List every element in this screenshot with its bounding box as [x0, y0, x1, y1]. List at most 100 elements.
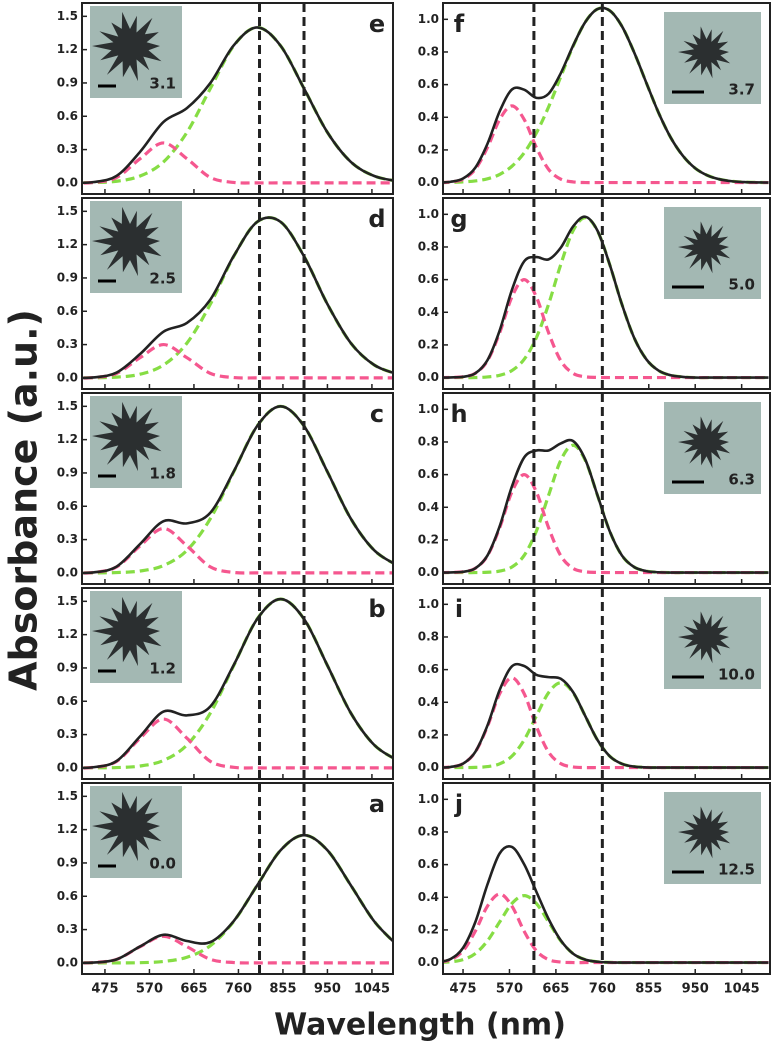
y-tick-label: 1.5	[57, 594, 78, 608]
y-tick-label: 0.2	[418, 337, 439, 351]
y-tick-label: 0.6	[418, 272, 439, 286]
y-tick-label: 0.3	[57, 922, 78, 936]
y-tick-label: 0.6	[57, 304, 78, 318]
y-tick-label: 0.9	[57, 660, 78, 674]
panel-label: j	[454, 790, 463, 818]
panel-label: c	[370, 400, 384, 428]
total-curve	[443, 662, 769, 769]
x-tick-label: 1045	[354, 982, 390, 997]
panel-label: b	[368, 595, 385, 623]
particle	[92, 401, 162, 472]
y-tick-label: 0.4	[418, 305, 439, 319]
particle	[678, 806, 731, 859]
x-tick-label: 855	[635, 982, 662, 997]
inset-label: 0.0	[149, 855, 176, 873]
panel-label: h	[450, 400, 467, 428]
panel: 0.0 0.2 0.4 0.6 0.8 1.0 6.3 h	[418, 392, 771, 585]
panel: 0.0 0.3 0.6 0.9 1.2 1.5 2.5 d	[57, 197, 394, 390]
y-tick-label: 0.3	[57, 142, 78, 156]
total-curve	[82, 597, 393, 770]
panel: 0.0 0.3 0.6 0.9 1.2 1.5 3.1 e	[57, 2, 394, 195]
y-tick-label: 0.8	[418, 434, 439, 448]
x-tick-label: 475	[91, 982, 118, 997]
panel: 0.0 0.2 0.4 0.6 0.8 1.0 475 570 665 760 855 950 1045…	[418, 782, 771, 997]
panel-label: f	[454, 10, 465, 38]
component-curve	[82, 141, 393, 185]
panel: 0.0 0.2 0.4 0.6 0.8 1.0 5.0 g	[418, 197, 771, 390]
y-tick-label: 1.5	[57, 399, 78, 413]
y-tick-label: 0.4	[418, 500, 439, 514]
x-tick-label: 950	[682, 982, 709, 997]
particle	[92, 791, 162, 862]
inset-label: 1.2	[149, 660, 176, 678]
plot-frame	[442, 587, 771, 780]
inset-label: 6.3	[728, 471, 755, 489]
y-tick-label: 0.3	[57, 532, 78, 546]
particle	[92, 596, 162, 667]
total-curve	[443, 845, 769, 964]
y-tick-label: 1.2	[57, 432, 78, 446]
plot-frame	[81, 782, 394, 975]
panel: 0.0 0.2 0.4 0.6 0.8 1.0 3.7 f	[418, 2, 771, 195]
y-tick-label: 0.0	[418, 370, 439, 384]
x-tick-label: 570	[496, 982, 523, 997]
x-tick-label: 760	[589, 982, 616, 997]
panel-label: d	[368, 205, 385, 233]
y-tick-label: 0.2	[418, 727, 439, 741]
y-tick-label: 1.0	[418, 207, 439, 221]
x-tick-label: 665	[542, 982, 569, 997]
y-tick-label: 1.0	[418, 792, 439, 806]
panel-label: i	[455, 595, 463, 623]
x-tick-label: 855	[269, 982, 296, 997]
panel-label: e	[369, 10, 385, 38]
y-tick-label: 0.9	[57, 465, 78, 479]
y-tick-label: 0.0	[57, 955, 78, 969]
total-curve	[82, 216, 393, 380]
y-tick-label: 1.5	[57, 789, 78, 803]
y-tick-label: 0.6	[418, 467, 439, 481]
inset-label: 3.7	[728, 81, 755, 99]
y-tick-label: 1.2	[57, 822, 78, 836]
panel: 0.0 0.3 0.6 0.9 1.2 1.5 1.8 c	[57, 392, 394, 585]
y-tick-label: 0.0	[418, 955, 439, 969]
particle	[678, 221, 731, 274]
y-tick-label: 0.9	[57, 270, 78, 284]
y-tick-label: 1.2	[57, 42, 78, 56]
plot-frame	[81, 392, 394, 585]
plot-frame	[81, 2, 394, 195]
y-tick-label: 0.0	[57, 175, 78, 189]
inset-label: 10.0	[718, 666, 755, 684]
total-curve	[443, 6, 769, 184]
particle	[92, 11, 162, 82]
y-tick-label: 1.0	[418, 402, 439, 416]
panel-label: a	[369, 790, 385, 818]
x-tick-label: 1045	[724, 982, 760, 997]
y-tick-label: 0.2	[418, 142, 439, 156]
total-curve	[82, 405, 393, 575]
y-tick-label: 0.6	[57, 694, 78, 708]
y-tick-label: 0.4	[418, 890, 439, 904]
plot-frame	[442, 197, 771, 390]
component-curve	[82, 934, 393, 965]
y-tick-label: 0.8	[418, 44, 439, 58]
y-tick-label: 0.6	[418, 662, 439, 676]
particle	[678, 416, 731, 469]
y-tick-label: 0.2	[418, 922, 439, 936]
y-tick-label: 0.6	[57, 889, 78, 903]
y-tick-label: 1.0	[418, 12, 439, 26]
particle	[678, 611, 731, 664]
y-tick-label: 0.4	[418, 695, 439, 709]
x-tick-label: 665	[180, 982, 207, 997]
inset-label: 1.8	[149, 465, 176, 483]
x-tick-label: 950	[314, 982, 341, 997]
y-tick-label: 0.6	[418, 77, 439, 91]
plot-frame	[81, 197, 394, 390]
y-tick-label: 0.9	[57, 855, 78, 869]
plot-frame	[81, 587, 394, 780]
plot-frame	[442, 2, 771, 195]
plot-frame	[442, 392, 771, 585]
panel: 0.0 0.2 0.4 0.6 0.8 1.0 10.0 i	[418, 587, 771, 780]
panel: 0.0 0.3 0.6 0.9 1.2 1.5 475 570 665 760 855 950 1045…	[57, 782, 394, 997]
panel-label: g	[450, 205, 467, 233]
